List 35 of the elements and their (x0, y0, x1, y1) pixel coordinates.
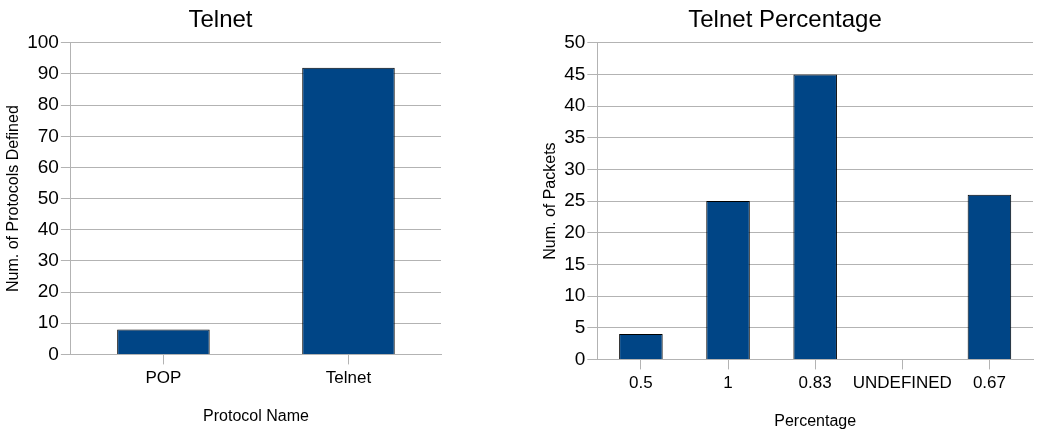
y-tick-label: 10 (37, 311, 59, 333)
y-tick-label: 0 (574, 347, 586, 369)
y-tick-label: 40 (37, 217, 59, 239)
y-tick-label: 70 (37, 124, 59, 146)
x-tick-label: Telnet (325, 368, 372, 388)
x-tick-label: 1 (723, 373, 733, 393)
y-tick-label: 30 (564, 157, 586, 179)
y-tick-label: 20 (37, 280, 59, 302)
y-tick-label: 45 (564, 62, 586, 84)
y-tick-label: 90 (37, 62, 59, 84)
y-tick-label: 100 (27, 31, 59, 53)
y-tick-label: 30 (37, 249, 59, 271)
x-tick-label: 0.5 (629, 373, 653, 393)
y-tick-label: 60 (37, 155, 59, 177)
x-axis-title: Protocol Name (203, 406, 309, 424)
y-tick-label: 50 (37, 186, 59, 208)
chart-title: Telnet (188, 5, 253, 33)
y-tick-label: 25 (564, 189, 586, 211)
x-axis-title: Percentage (774, 411, 857, 429)
y-tick-label: 15 (564, 252, 586, 274)
y-tick-label: 5 (574, 315, 586, 337)
x-tick-label: UNDEFINED (852, 373, 952, 393)
y-tick-label: 35 (564, 126, 586, 148)
y-axis-title: Num. of Packets (541, 142, 559, 260)
y-tick-label: 50 (564, 31, 586, 53)
x-tick-label: 0.67 (972, 373, 1006, 393)
y-axis-title: Num. of Protocols Defined (4, 105, 22, 292)
chart-title: Telnet Percentage (688, 5, 882, 33)
x-tick-label: POP (145, 368, 182, 388)
y-tick-label: 20 (564, 220, 586, 242)
x-tick-label: 0.83 (798, 373, 832, 393)
y-tick-label: 0 (48, 342, 59, 364)
y-tick-label: 10 (564, 284, 586, 306)
y-tick-label: 80 (37, 93, 59, 115)
y-tick-label: 40 (564, 94, 586, 116)
